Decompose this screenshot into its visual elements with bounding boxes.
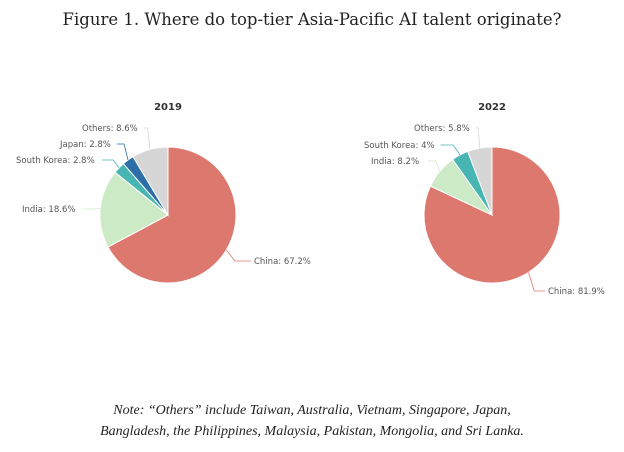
note-line-2: Bangladesh, the Philippines, Malaysia, P… [100, 424, 524, 439]
leader-line-2019-japan [116, 143, 129, 161]
chart-title-2022: 2022 [478, 102, 506, 113]
slice-label-2022-others: Others: 5.8% [414, 124, 470, 134]
pie-chart-2022: 2022 China: 81.9% India: 8.2% South Korea:… [364, 102, 605, 297]
slice-label-2019-china: China: 67.2% [254, 257, 311, 267]
pie-slice-2022-others [467, 146, 493, 216]
slice-label-2019-japan: Japan: 2.8% [59, 140, 111, 150]
slice-label-2019-south-korea: South Korea: 2.8% [16, 156, 95, 166]
slice-label-2022-india: India: 8.2% [371, 157, 419, 167]
pie-slice-2019-china [107, 146, 237, 284]
note-line-1: Note: “Others” include Taiwan, Australia… [113, 403, 511, 418]
leader-line-2019-others [143, 127, 151, 150]
chart-title-2019: 2019 [154, 102, 182, 113]
figure-note: Note: “Others” include Taiwan, Australia… [40, 400, 584, 442]
slice-label-2022-south-korea: South Korea: 4% [364, 141, 435, 151]
leader-line-2022-india [427, 160, 441, 172]
leader-line-2019-china [225, 249, 251, 262]
slice-label-2019-india: India: 18.6% [22, 205, 75, 215]
slice-label-2019-others: Others: 8.6% [82, 124, 138, 134]
leader-line-2022-south-korea [440, 144, 461, 156]
slice-label-2022-china: China: 81.9% [548, 287, 605, 297]
leader-line-2019-south-korea [102, 159, 120, 169]
leader-line-2022-china [528, 272, 545, 292]
figure-title: Figure 1. Where do top-tier Asia-Pacific… [62, 10, 562, 29]
pie-chart-2019: 2019 China: 67.2% India: 18.6% South Korea… [16, 102, 311, 284]
leader-line-2022-others [475, 127, 481, 149]
